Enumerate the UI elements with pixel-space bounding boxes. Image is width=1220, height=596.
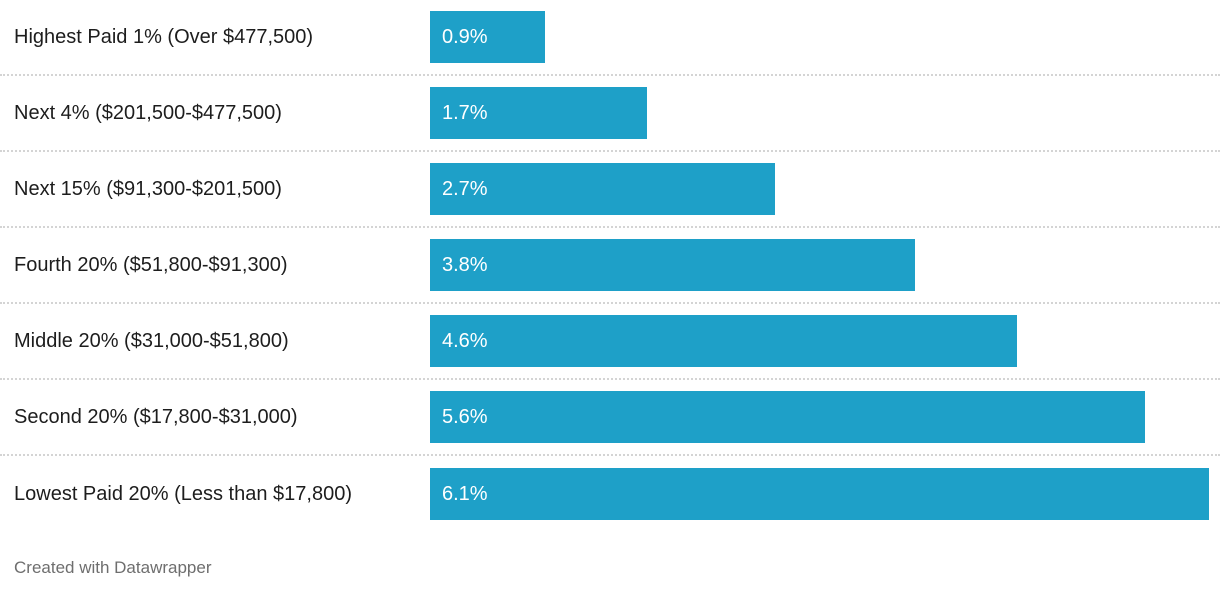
chart-row: Next 15% ($91,300-$201,500) 2.7% xyxy=(0,152,1220,228)
bar-value-label: 5.6% xyxy=(442,405,488,428)
bar-value-label: 4.6% xyxy=(442,329,488,352)
bar-value-label: 3.8% xyxy=(442,253,488,276)
category-label: Lowest Paid 20% (Less than $17,800) xyxy=(14,483,352,505)
chart-row: Highest Paid 1% (Over $477,500) 0.9% xyxy=(0,0,1220,76)
bar: 2.7% xyxy=(430,163,775,215)
chart-row: Fourth 20% ($51,800-$91,300) 3.8% xyxy=(0,228,1220,304)
bar: 4.6% xyxy=(430,315,1018,367)
bar-area: 6.1% xyxy=(430,468,1220,520)
category-label: Next 15% ($91,300-$201,500) xyxy=(14,178,282,200)
category-label: Next 4% ($201,500-$477,500) xyxy=(14,102,282,124)
bar-value-label: 2.7% xyxy=(442,177,488,200)
chart-footer: Created with Datawrapper xyxy=(14,558,1220,578)
chart-row: Next 4% ($201,500-$477,500) 1.7% xyxy=(0,76,1220,152)
datawrapper-attribution[interactable]: Created with Datawrapper xyxy=(14,558,212,577)
bar: 6.1% xyxy=(430,468,1209,520)
category-label: Fourth 20% ($51,800-$91,300) xyxy=(14,254,288,276)
bar-area: 4.6% xyxy=(430,315,1220,367)
category-label: Second 20% ($17,800-$31,000) xyxy=(14,406,298,428)
bar-area: 5.6% xyxy=(430,391,1220,443)
category-label: Highest Paid 1% (Over $477,500) xyxy=(14,26,314,48)
bar-area: 3.8% xyxy=(430,239,1220,291)
bar-area: 0.9% xyxy=(430,11,1220,63)
bar: 5.6% xyxy=(430,391,1145,443)
chart-row: Second 20% ($17,800-$31,000) 5.6% xyxy=(0,380,1220,456)
bar-value-label: 0.9% xyxy=(442,25,488,48)
bar-area: 2.7% xyxy=(430,163,1220,215)
chart-rows: Highest Paid 1% (Over $477,500) 0.9% Nex… xyxy=(0,0,1220,532)
category-label: Middle 20% ($31,000-$51,800) xyxy=(14,330,289,352)
bar: 0.9% xyxy=(430,11,545,63)
chart-row: Lowest Paid 20% (Less than $17,800) 6.1% xyxy=(0,456,1220,532)
bar-area: 1.7% xyxy=(430,87,1220,139)
bar-value-label: 1.7% xyxy=(442,101,488,124)
bar: 1.7% xyxy=(430,87,647,139)
bar: 3.8% xyxy=(430,239,915,291)
chart-row: Middle 20% ($31,000-$51,800) 4.6% xyxy=(0,304,1220,380)
bar-value-label: 6.1% xyxy=(442,482,488,505)
